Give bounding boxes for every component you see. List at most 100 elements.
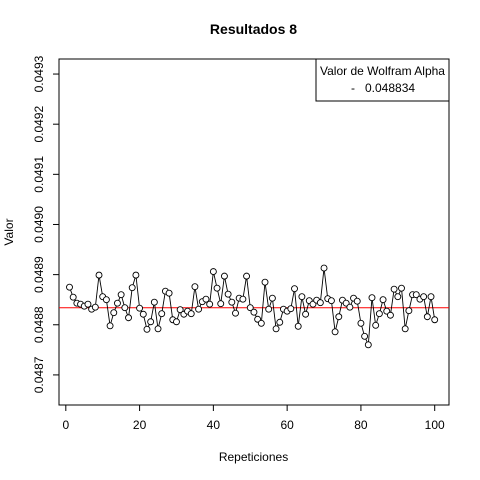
data-point xyxy=(209,268,217,276)
series-segment xyxy=(128,287,133,318)
y-tick-label: 0.0488 xyxy=(32,306,46,343)
series-segment xyxy=(297,296,303,327)
data-point xyxy=(91,303,99,311)
x-tick-label: 0 xyxy=(62,418,69,432)
data-point xyxy=(69,293,77,301)
data-point xyxy=(331,328,339,336)
data-point xyxy=(224,290,232,298)
data-point xyxy=(250,308,258,316)
series-segment xyxy=(323,268,329,299)
x-axis: 0 20 40 60 80 100 xyxy=(62,405,445,432)
chart-title: Resultados 8 xyxy=(210,21,297,37)
data-point xyxy=(386,311,394,319)
x-tick-label: 20 xyxy=(133,418,147,432)
data-point xyxy=(66,283,73,291)
data-point xyxy=(291,285,298,293)
data-point xyxy=(195,305,203,313)
data-point xyxy=(165,289,173,297)
series-segment xyxy=(430,296,436,320)
data-point xyxy=(257,319,265,327)
data-point xyxy=(320,264,328,272)
legend-entry-label: 0.048834 xyxy=(365,81,415,95)
legend-symbol: - xyxy=(351,81,355,95)
data-point xyxy=(132,271,140,279)
series-segment xyxy=(135,275,141,309)
data-point xyxy=(217,300,225,308)
data-point xyxy=(398,284,405,292)
data-point xyxy=(121,304,129,312)
data-point xyxy=(243,272,251,280)
data-point xyxy=(154,325,162,333)
series-segment xyxy=(367,297,373,345)
series-segment xyxy=(153,302,159,329)
data-point xyxy=(110,309,118,317)
data-point xyxy=(84,300,92,308)
data-point xyxy=(401,325,409,333)
series-segment xyxy=(209,271,214,305)
data-point xyxy=(423,313,431,321)
y-tick-label: 0.0489 xyxy=(32,256,46,293)
series-segment xyxy=(389,289,395,316)
data-point xyxy=(294,322,302,330)
data-point xyxy=(187,310,195,318)
series-segment xyxy=(94,275,100,308)
data-point xyxy=(316,299,324,307)
data-point xyxy=(405,307,413,315)
series-segment xyxy=(98,275,104,297)
data-point xyxy=(302,310,310,318)
y-tick-label: 0.0492 xyxy=(32,106,46,143)
series-segment xyxy=(401,288,406,329)
series-segment xyxy=(190,286,196,314)
series-segment xyxy=(168,293,174,320)
data-point xyxy=(213,284,221,292)
data-point xyxy=(106,322,114,330)
data-point xyxy=(128,284,136,292)
series-segment xyxy=(294,288,299,327)
data-point xyxy=(394,293,402,301)
series-segment xyxy=(271,298,277,329)
data-point xyxy=(102,296,110,304)
data-point xyxy=(202,295,210,303)
data-point xyxy=(228,298,236,306)
data-point xyxy=(361,332,369,340)
data-point xyxy=(272,325,280,333)
series-segment xyxy=(356,301,362,324)
x-tick-label: 40 xyxy=(207,418,221,432)
data-point xyxy=(150,298,158,306)
data-point xyxy=(143,325,151,333)
data-point xyxy=(261,278,269,286)
y-tick-label: 0.0490 xyxy=(32,206,46,243)
x-axis-label: Repeticiones xyxy=(219,450,288,464)
data-point xyxy=(246,304,254,312)
data-point xyxy=(364,341,372,349)
x-tick-label: 60 xyxy=(280,418,294,432)
data-point xyxy=(390,285,398,293)
data-point xyxy=(372,321,380,329)
series-segment xyxy=(194,286,200,310)
series-segment xyxy=(330,300,336,332)
data-point xyxy=(327,297,335,305)
data-point xyxy=(427,293,435,301)
data-point xyxy=(95,271,103,279)
data-point xyxy=(158,310,166,318)
x-tick-label: 80 xyxy=(354,418,368,432)
y-tick-label: 0.0491 xyxy=(32,156,46,193)
data-point xyxy=(287,305,295,313)
data-point xyxy=(176,306,184,314)
x-tick-label: 100 xyxy=(425,418,445,432)
data-point xyxy=(276,318,284,326)
data-point xyxy=(265,305,273,313)
data-point xyxy=(232,309,239,317)
data-point xyxy=(117,291,125,299)
series-segment xyxy=(264,282,270,310)
series-segment xyxy=(260,282,266,324)
series-segment xyxy=(242,276,248,300)
series-segment xyxy=(246,276,251,308)
data-point xyxy=(139,310,147,318)
data-point xyxy=(412,291,420,299)
series-segment xyxy=(161,291,166,314)
series-segment xyxy=(105,299,111,326)
data-point xyxy=(268,294,276,302)
series-segment xyxy=(371,297,377,326)
